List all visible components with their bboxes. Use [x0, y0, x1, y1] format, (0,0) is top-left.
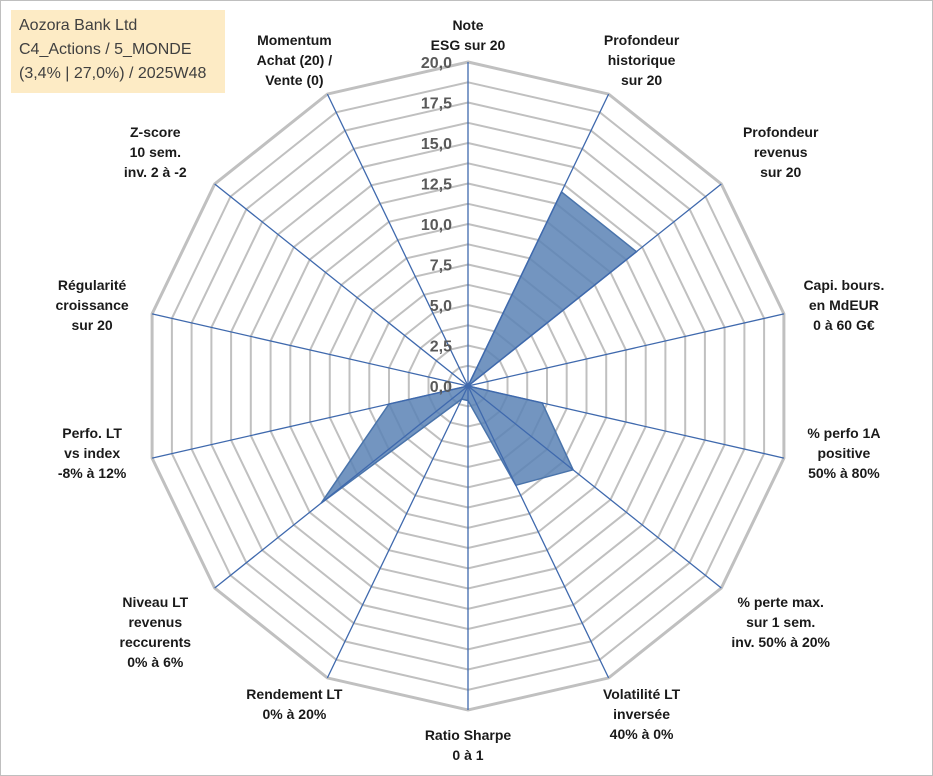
- axis-label: Régularité croissance sur 20: [56, 277, 129, 333]
- axis-spoke: [326, 385, 469, 679]
- axis-label-line: Rendement LT: [246, 686, 343, 702]
- axis-label-line: % perte max.: [738, 594, 824, 610]
- data-point: [541, 401, 544, 404]
- tick-label: 10,0: [421, 217, 452, 234]
- axis-label-line: reccurents: [120, 634, 192, 650]
- axis-label-line: 0 à 60 G€: [813, 317, 875, 333]
- axis-label: % perte max. sur 1 sem. inv. 50% à 20%: [731, 594, 830, 650]
- axis-spoke: [467, 385, 722, 589]
- axis-label-line: Achat (20) /: [257, 52, 333, 68]
- axis-spoke: [326, 93, 469, 387]
- axis-label-line: % perfo 1A: [807, 425, 880, 441]
- axis-label-line: -8% à 12%: [58, 465, 127, 481]
- axis-label: Momentum Achat (20) / Vente (0): [257, 32, 333, 88]
- axis-label-line: Capi. bours.: [803, 277, 884, 293]
- axis-label-line: Régularité: [58, 277, 127, 293]
- axis-label-line: historique: [608, 52, 676, 68]
- data-point: [388, 403, 391, 406]
- axis-label: Profondeur revenus sur 20: [743, 124, 819, 180]
- axis-label: % perfo 1A positive 50% à 80%: [807, 425, 880, 481]
- tick-label: 17,5: [421, 96, 452, 113]
- data-point: [514, 484, 517, 487]
- series-area: [320, 190, 638, 504]
- axis-label: Perfo. LT vs index -8% à 12%: [58, 425, 127, 481]
- tick-label: 12,5: [421, 177, 452, 194]
- axis-label-line: 40% à 0%: [610, 726, 674, 742]
- axis-label-line: Profondeur: [743, 124, 819, 140]
- axis-label-line: sur 20: [760, 164, 801, 180]
- data-point: [460, 398, 463, 401]
- axis-label-line: ESG sur 20: [431, 37, 506, 53]
- axis-spoke: [151, 385, 469, 459]
- tick-label: 7,5: [430, 258, 452, 275]
- axis-label-line: croissance: [56, 297, 129, 313]
- tick-label: 0,0: [430, 379, 452, 396]
- axis-spoke: [467, 313, 785, 387]
- axis-label-line: Note: [452, 17, 483, 33]
- axis-label-line: inversée: [613, 706, 670, 722]
- axis-label-line: 0 à 1: [452, 747, 483, 763]
- axis-label-line: inv. 2 à -2: [124, 164, 187, 180]
- axis-label: Volatilité LT inversée 40% à 0%: [603, 686, 681, 742]
- data-point: [560, 190, 563, 193]
- axis-label: Rendement LT 0% à 20%: [246, 686, 343, 722]
- axis-label-line: Vente (0): [265, 72, 323, 88]
- axis-spoke: [151, 313, 469, 387]
- axis-label-line: positive: [817, 445, 870, 461]
- axis-label-line: sur 20: [71, 317, 112, 333]
- axis-label: Profondeur historique sur 20: [604, 32, 680, 88]
- tick-label: 20,0: [421, 55, 452, 72]
- axis-spoke: [467, 183, 722, 387]
- axis-label: Capi. bours. en MdEUR 0 à 60 G€: [803, 277, 884, 333]
- tick-label: 5,0: [430, 298, 452, 315]
- data-point: [320, 502, 323, 505]
- axis-label-line: Profondeur: [604, 32, 680, 48]
- axis-label: Niveau LT revenus reccurents 0% à 6%: [120, 594, 192, 670]
- data-point: [635, 250, 638, 253]
- axis-label-line: Momentum: [257, 32, 332, 48]
- axis-label-line: Z-score: [130, 124, 181, 140]
- axis-spoke: [214, 183, 469, 387]
- portfolio-name: C4_Actions / 5_MONDE: [19, 41, 192, 58]
- axis-label-line: Volatilité LT: [603, 686, 681, 702]
- data-point: [467, 385, 470, 388]
- axis-spoke: [467, 385, 785, 459]
- info-box: Aozora Bank Ltd C4_Actions / 5_MONDE (3,…: [11, 10, 225, 93]
- axis-label-line: revenus: [754, 144, 808, 160]
- tick-label: 15,0: [421, 136, 452, 153]
- axis-label-line: en MdEUR: [809, 297, 879, 313]
- portfolio-stats: (3,4% | 27,0%) / 2025W48: [19, 65, 207, 82]
- axis-label-line: sur 20: [621, 72, 662, 88]
- axis-label-line: 0% à 6%: [127, 654, 184, 670]
- axis-label-line: inv. 50% à 20%: [731, 634, 830, 650]
- axis-label-line: vs index: [64, 445, 120, 461]
- axis-label-line: 10 sem.: [130, 144, 181, 160]
- axis-label-line: revenus: [128, 614, 182, 630]
- axis-label-line: Perfo. LT: [62, 425, 122, 441]
- axis-spoke: [214, 385, 469, 589]
- axis-spoke: [467, 385, 610, 679]
- tick-label: 2,5: [430, 339, 452, 356]
- axis-spoke: [467, 93, 610, 387]
- axis-label: Ratio Sharpe 0 à 1: [425, 727, 512, 763]
- axis-label-line: 50% à 80%: [808, 465, 880, 481]
- data-point: [572, 468, 575, 471]
- axis-label-line: Ratio Sharpe: [425, 727, 512, 743]
- axis-label: Z-score 10 sem. inv. 2 à -2: [124, 124, 187, 180]
- company-name: Aozora Bank Ltd: [19, 17, 138, 34]
- axis-label: Note ESG sur 20: [431, 17, 506, 53]
- axis-label-line: sur 1 sem.: [746, 614, 815, 630]
- axis-label-line: Niveau LT: [122, 594, 188, 610]
- axis-label-line: 0% à 20%: [262, 706, 326, 722]
- data-point: [467, 399, 470, 402]
